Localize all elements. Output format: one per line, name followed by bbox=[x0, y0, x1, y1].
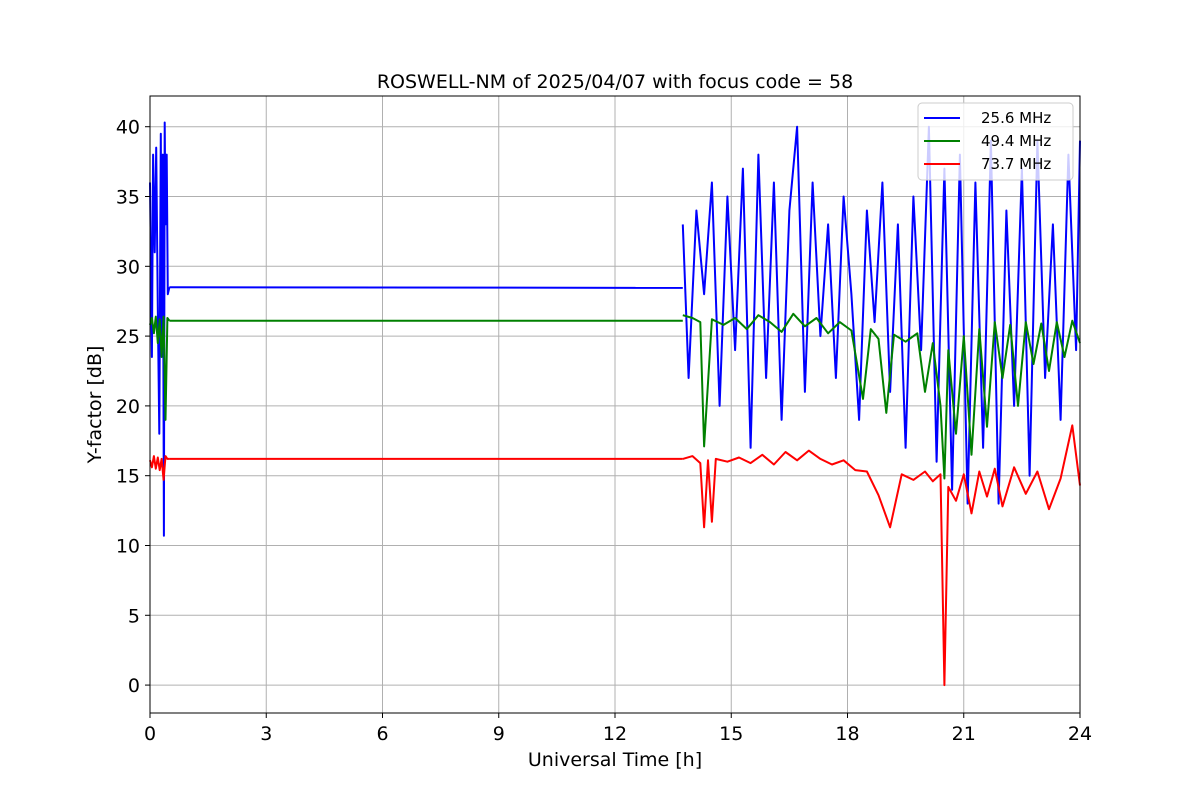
legend-entry: 25.6 MHz bbox=[981, 109, 1051, 127]
y-tick-label: 40 bbox=[116, 117, 140, 139]
x-tick-label: 0 bbox=[144, 723, 156, 745]
series-line bbox=[682, 424, 1081, 687]
y-tick-label: 10 bbox=[116, 535, 140, 557]
x-axis-label: Universal Time [h] bbox=[528, 749, 702, 771]
series-2 bbox=[149, 424, 1081, 687]
series-line bbox=[149, 121, 171, 537]
y-tick-label: 30 bbox=[116, 256, 140, 278]
x-tick-label: 3 bbox=[260, 723, 272, 745]
series-1 bbox=[149, 312, 1081, 480]
x-tick-label: 12 bbox=[603, 723, 627, 745]
legend: 25.6 MHz 49.4 MHz 73.7 MHz bbox=[917, 102, 1074, 181]
legend-box bbox=[917, 102, 1074, 181]
x-tick-label: 15 bbox=[719, 723, 743, 745]
y-tick-label: 35 bbox=[116, 187, 140, 209]
y-tick-label: 25 bbox=[116, 326, 140, 348]
series-line bbox=[681, 125, 1081, 505]
x-tick-label: 18 bbox=[835, 723, 859, 745]
y-tick-label: 20 bbox=[116, 396, 140, 418]
series-layer bbox=[149, 121, 1081, 687]
chart-title: ROSWELL-NM of 2025/04/07 with focus code… bbox=[377, 71, 853, 93]
y-tick-label: 15 bbox=[116, 466, 140, 488]
y-axis-label: Y-factor [dB] bbox=[84, 346, 106, 465]
series-line bbox=[682, 312, 1081, 480]
legend-entry: 73.7 MHz bbox=[981, 155, 1051, 173]
y-tick-label: 5 bbox=[128, 605, 140, 627]
series-line bbox=[149, 455, 170, 481]
x-axis: 0 3 6 9 12 15 18 21 24 bbox=[144, 713, 1092, 745]
x-tick-label: 24 bbox=[1068, 723, 1092, 745]
series-line bbox=[169, 286, 683, 289]
legend-entry: 49.4 MHz bbox=[981, 132, 1051, 150]
series-0 bbox=[149, 121, 1081, 537]
y-axis: 0 5 10 15 20 25 30 35 40 bbox=[116, 117, 150, 697]
x-tick-label: 6 bbox=[376, 723, 388, 745]
x-tick-label: 21 bbox=[952, 723, 976, 745]
x-tick-label: 9 bbox=[493, 723, 505, 745]
y-tick-label: 0 bbox=[128, 675, 140, 697]
series-line bbox=[149, 315, 171, 421]
